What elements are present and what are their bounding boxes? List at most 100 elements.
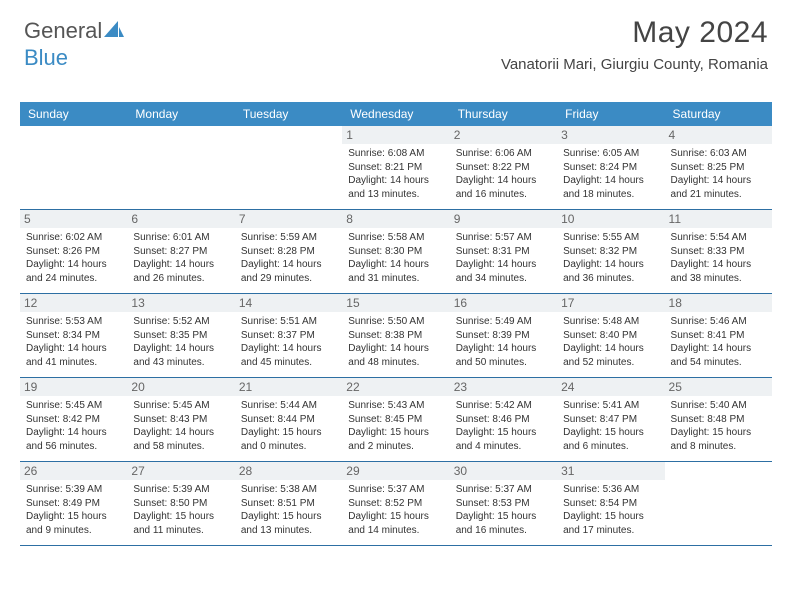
weekday-header: Sunday [20, 102, 127, 126]
day-details: Sunrise: 5:54 AMSunset: 8:33 PMDaylight:… [671, 231, 766, 285]
day-number: 6 [127, 210, 234, 228]
calendar-cell: 10 Sunrise: 5:55 AMSunset: 8:32 PMDayligh… [557, 210, 664, 294]
calendar-row: 26 Sunrise: 5:39 AMSunset: 8:49 PMDayligh… [20, 462, 772, 546]
calendar-cell: 1 Sunrise: 6:08 AMSunset: 8:21 PMDaylight… [342, 126, 449, 210]
calendar-cell: 5 Sunrise: 6:02 AMSunset: 8:26 PMDaylight… [20, 210, 127, 294]
logo-text-2: Blue [24, 45, 68, 70]
day-details: Sunrise: 5:44 AMSunset: 8:44 PMDaylight:… [241, 399, 336, 453]
calendar-row: 19 Sunrise: 5:45 AMSunset: 8:42 PMDayligh… [20, 378, 772, 462]
day-details: Sunrise: 5:50 AMSunset: 8:38 PMDaylight:… [348, 315, 443, 369]
day-details: Sunrise: 6:05 AMSunset: 8:24 PMDaylight:… [563, 147, 658, 201]
calendar-table: Sunday Monday Tuesday Wednesday Thursday… [20, 102, 772, 546]
weekday-header: Thursday [450, 102, 557, 126]
calendar-cell: 21 Sunrise: 5:44 AMSunset: 8:44 PMDayligh… [235, 378, 342, 462]
day-number: 14 [235, 294, 342, 312]
calendar-row: 1 Sunrise: 6:08 AMSunset: 8:21 PMDaylight… [20, 126, 772, 210]
day-number: 3 [557, 126, 664, 144]
calendar-cell: 25 Sunrise: 5:40 AMSunset: 8:48 PMDayligh… [665, 378, 772, 462]
month-title: May 2024 [501, 16, 768, 50]
day-details: Sunrise: 5:58 AMSunset: 8:30 PMDaylight:… [348, 231, 443, 285]
calendar-cell [20, 126, 127, 210]
day-number: 1 [342, 126, 449, 144]
day-number: 9 [450, 210, 557, 228]
day-number: 18 [665, 294, 772, 312]
day-number: 19 [20, 378, 127, 396]
logo-sail-icon [104, 19, 124, 45]
day-details: Sunrise: 5:45 AMSunset: 8:42 PMDaylight:… [26, 399, 121, 453]
calendar-cell: 2Sunrise: 6:06 AMSunset: 8:22 PMDaylight… [450, 126, 557, 210]
weekday-header: Friday [557, 102, 664, 126]
day-details: Sunrise: 6:08 AMSunset: 8:21 PMDaylight:… [348, 147, 443, 201]
calendar-cell: 24 Sunrise: 5:41 AMSunset: 8:47 PMDayligh… [557, 378, 664, 462]
day-details: Sunrise: 5:55 AMSunset: 8:32 PMDaylight:… [563, 231, 658, 285]
day-details: Sunrise: 5:57 AMSunset: 8:31 PMDaylight:… [456, 231, 551, 285]
day-details: Sunrise: 5:59 AMSunset: 8:28 PMDaylight:… [241, 231, 336, 285]
calendar-cell: 27 Sunrise: 5:39 AMSunset: 8:50 PMDayligh… [127, 462, 234, 546]
weekday-header: Monday [127, 102, 234, 126]
day-number: 5 [20, 210, 127, 228]
day-details: Sunrise: 5:49 AMSunset: 8:39 PMDaylight:… [456, 315, 551, 369]
day-details: Sunrise: 6:02 AMSunset: 8:26 PMDaylight:… [26, 231, 121, 285]
day-number: 8 [342, 210, 449, 228]
day-number: 17 [557, 294, 664, 312]
day-number: 26 [20, 462, 127, 480]
day-number: 25 [665, 378, 772, 396]
calendar-cell: 29 Sunrise: 5:37 AMSunset: 8:52 PMDayligh… [342, 462, 449, 546]
calendar-cell: 13Sunrise: 5:52 AMSunset: 8:35 PMDayligh… [127, 294, 234, 378]
calendar-cell: 22 Sunrise: 5:43 AMSunset: 8:45 PMDayligh… [342, 378, 449, 462]
day-number: 27 [127, 462, 234, 480]
day-number: 29 [342, 462, 449, 480]
day-number: 23 [450, 378, 557, 396]
day-number: 16 [450, 294, 557, 312]
day-number: 22 [342, 378, 449, 396]
weekday-header: Tuesday [235, 102, 342, 126]
calendar-cell: 11Sunrise: 5:54 AMSunset: 8:33 PMDayligh… [665, 210, 772, 294]
day-number: 10 [557, 210, 664, 228]
calendar-cell: 23 Sunrise: 5:42 AMSunset: 8:46 PMDayligh… [450, 378, 557, 462]
day-details: Sunrise: 5:37 AMSunset: 8:53 PMDaylight:… [456, 483, 551, 537]
day-number: 2 [450, 126, 557, 144]
calendar-cell [665, 462, 772, 546]
day-details: Sunrise: 5:42 AMSunset: 8:46 PMDaylight:… [456, 399, 551, 453]
day-details: Sunrise: 5:38 AMSunset: 8:51 PMDaylight:… [241, 483, 336, 537]
calendar-cell: 31 Sunrise: 5:36 AMSunset: 8:54 PMDayligh… [557, 462, 664, 546]
calendar-cell: 8 Sunrise: 5:58 AMSunset: 8:30 PMDaylight… [342, 210, 449, 294]
day-number: 4 [665, 126, 772, 144]
calendar-cell [127, 126, 234, 210]
calendar-cell: 17 Sunrise: 5:48 AMSunset: 8:40 PMDayligh… [557, 294, 664, 378]
calendar-cell: 26 Sunrise: 5:39 AMSunset: 8:49 PMDayligh… [20, 462, 127, 546]
calendar-row: 12Sunrise: 5:53 AMSunset: 8:34 PMDayligh… [20, 294, 772, 378]
logo: General Blue [24, 18, 124, 71]
calendar-cell: 18Sunrise: 5:46 AMSunset: 8:41 PMDayligh… [665, 294, 772, 378]
calendar-cell: 6 Sunrise: 6:01 AMSunset: 8:27 PMDaylight… [127, 210, 234, 294]
calendar-cell: 12Sunrise: 5:53 AMSunset: 8:34 PMDayligh… [20, 294, 127, 378]
day-number: 24 [557, 378, 664, 396]
day-details: Sunrise: 5:37 AMSunset: 8:52 PMDaylight:… [348, 483, 443, 537]
day-details: Sunrise: 5:40 AMSunset: 8:48 PMDaylight:… [671, 399, 766, 453]
calendar-cell: 15Sunrise: 5:50 AMSunset: 8:38 PMDayligh… [342, 294, 449, 378]
day-details: Sunrise: 5:39 AMSunset: 8:49 PMDaylight:… [26, 483, 121, 537]
day-details: Sunrise: 5:48 AMSunset: 8:40 PMDaylight:… [563, 315, 658, 369]
day-number: 7 [235, 210, 342, 228]
calendar-cell: 19 Sunrise: 5:45 AMSunset: 8:42 PMDayligh… [20, 378, 127, 462]
day-details: Sunrise: 6:03 AMSunset: 8:25 PMDaylight:… [671, 147, 766, 201]
weekday-header: Saturday [665, 102, 772, 126]
calendar-cell: 20Sunrise: 5:45 AMSunset: 8:43 PMDayligh… [127, 378, 234, 462]
weekday-header-row: Sunday Monday Tuesday Wednesday Thursday… [20, 102, 772, 126]
calendar-cell: 14Sunrise: 5:51 AMSunset: 8:37 PMDayligh… [235, 294, 342, 378]
day-details: Sunrise: 5:36 AMSunset: 8:54 PMDaylight:… [563, 483, 658, 537]
day-number: 31 [557, 462, 664, 480]
header: May 2024 Vanatorii Mari, Giurgiu County,… [501, 16, 768, 73]
weekday-header: Wednesday [342, 102, 449, 126]
location: Vanatorii Mari, Giurgiu County, Romania [501, 56, 768, 73]
calendar-row: 5 Sunrise: 6:02 AMSunset: 8:26 PMDaylight… [20, 210, 772, 294]
day-details: Sunrise: 6:01 AMSunset: 8:27 PMDaylight:… [133, 231, 228, 285]
calendar-cell: 7 Sunrise: 5:59 AMSunset: 8:28 PMDaylight… [235, 210, 342, 294]
calendar-cell [235, 126, 342, 210]
day-details: Sunrise: 5:43 AMSunset: 8:45 PMDaylight:… [348, 399, 443, 453]
logo-text-1: General [24, 18, 102, 43]
day-number: 21 [235, 378, 342, 396]
day-details: Sunrise: 5:41 AMSunset: 8:47 PMDaylight:… [563, 399, 658, 453]
calendar-cell: 16 Sunrise: 5:49 AMSunset: 8:39 PMDayligh… [450, 294, 557, 378]
day-details: Sunrise: 5:39 AMSunset: 8:50 PMDaylight:… [133, 483, 228, 537]
